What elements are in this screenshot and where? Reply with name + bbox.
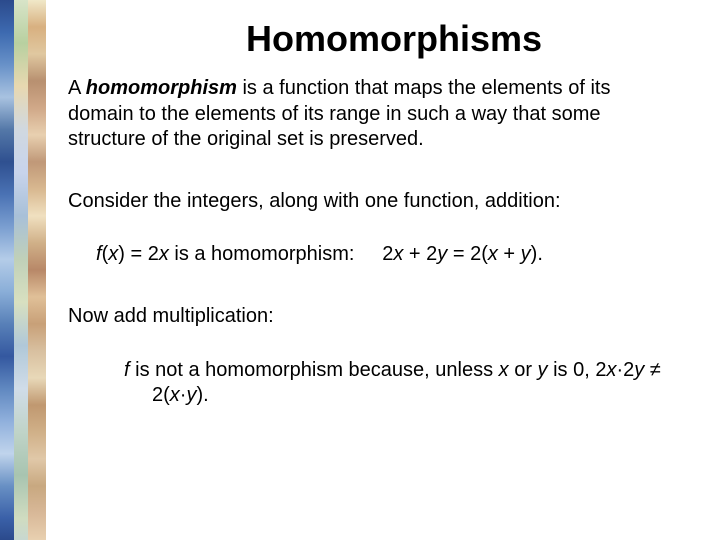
t1: is not a homomorphism because, unless <box>130 359 499 381</box>
ry1: y <box>437 243 447 265</box>
rx1: x <box>393 243 403 265</box>
tail-text: is a homomorphism: <box>169 243 355 265</box>
r4: + <box>498 243 521 265</box>
def-prefix: A <box>68 77 86 99</box>
t2: or <box>509 359 538 381</box>
sidebar-stripe-warm <box>28 0 46 540</box>
consider-paragraph: Consider the integers, along with one fu… <box>68 189 680 215</box>
neq: ≠ <box>644 359 661 381</box>
eq-mid: ) = 2 <box>118 243 159 265</box>
x-var-5: x <box>170 384 180 406</box>
y-var-1: y <box>538 359 548 381</box>
multiplication-example: f is not a homomorphism because, unless … <box>124 358 680 409</box>
x-var: x <box>108 243 118 265</box>
gap <box>354 243 382 265</box>
page-title: Homomorphisms <box>108 18 680 60</box>
decorative-sidebar <box>0 0 46 540</box>
t5: 2( <box>152 384 170 406</box>
def-term: homomorphism <box>86 77 237 99</box>
y-var-2: y <box>634 359 644 381</box>
x-var-2: x <box>159 243 169 265</box>
x-var-4: x <box>606 359 616 381</box>
addition-example: f(x) = 2x is a homomorphism: 2x + 2y = 2… <box>96 242 680 268</box>
r3: = 2( <box>447 243 488 265</box>
rx2: x <box>488 243 498 265</box>
r2: + 2 <box>403 243 437 265</box>
sidebar-stripe-pastel <box>14 0 28 540</box>
definition-paragraph: A homomorphism is a function that maps t… <box>68 76 680 153</box>
t4: 2 <box>623 359 634 381</box>
t6: ). <box>196 384 208 406</box>
ry2: y <box>521 243 531 265</box>
x-var-3: x <box>499 359 509 381</box>
r1: 2 <box>382 243 393 265</box>
slide-content: Homomorphisms A homomorphism is a functi… <box>60 0 700 445</box>
y-var-3: y <box>186 384 196 406</box>
t3: is 0, 2 <box>548 359 607 381</box>
r5: ). <box>531 243 543 265</box>
sidebar-stripe-blue <box>0 0 14 540</box>
nowadd-paragraph: Now add multiplication: <box>68 304 680 330</box>
